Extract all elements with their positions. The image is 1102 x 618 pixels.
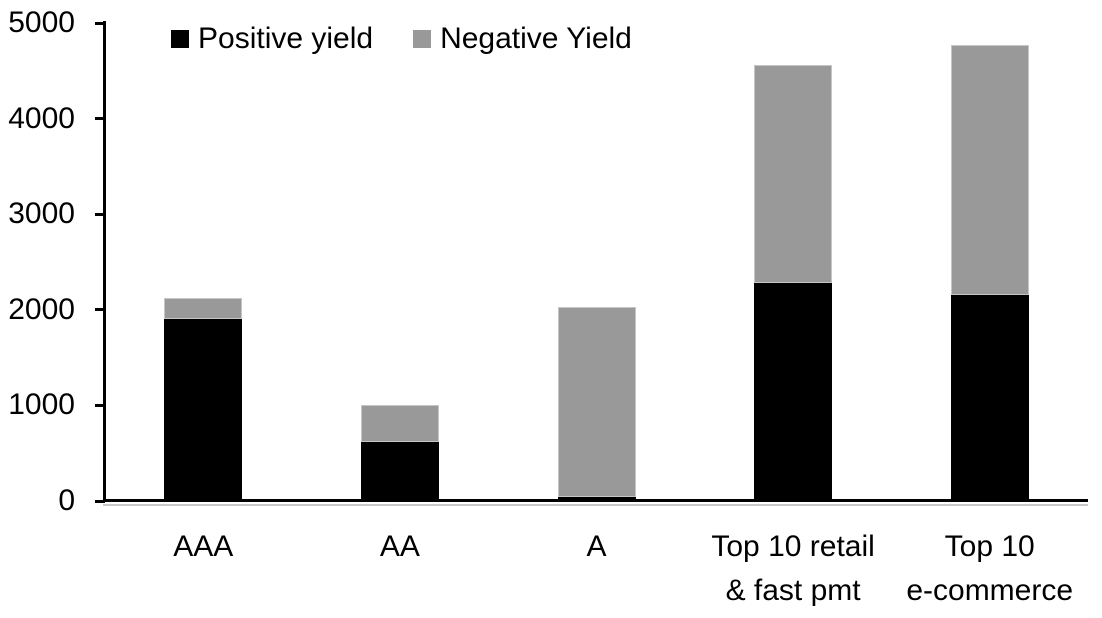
- y-axis-line: [103, 21, 106, 502]
- x-axis-category-label-line: & fast pmt: [725, 574, 861, 607]
- x-axis-line: [103, 499, 1088, 502]
- x-axis-category-label: AA: [302, 525, 499, 569]
- legend-label-positive-yield: Positive yield: [198, 22, 374, 55]
- x-axis-category-label: Top 10 retail & fast pmt: [695, 525, 892, 613]
- x-axis-category-label: A: [498, 525, 695, 569]
- y-axis-tick-label: 2000: [8, 292, 75, 326]
- y-axis-tick-mark: [95, 21, 105, 25]
- y-axis-tick-label: 4000: [8, 101, 75, 135]
- y-axis-tick-label: 0: [58, 484, 75, 517]
- bar-segment-positive-yield: [950, 295, 1029, 501]
- bar-segment-positive-yield: [754, 283, 833, 501]
- chart-legend: Positive yield Negative Yield: [171, 24, 632, 54]
- legend-item-negative-yield: Negative Yield: [413, 24, 632, 54]
- bar-segment-positive-yield: [360, 441, 439, 501]
- y-axis-tick-mark: [95, 212, 105, 216]
- bar-segment-negative-yield: [164, 298, 243, 320]
- y-axis-tick-label: 1000: [8, 388, 75, 422]
- x-axis-category-label-line: Top 10 retail: [711, 530, 875, 563]
- x-axis-shadow-line: [103, 504, 1088, 506]
- legend-label-negative-yield: Negative Yield: [440, 22, 632, 55]
- x-axis-category-label-line: AA: [379, 530, 420, 563]
- bar-segment-negative-yield: [557, 306, 636, 498]
- legend-item-positive-yield: Positive yield: [171, 24, 373, 54]
- bar-segment-negative-yield: [950, 44, 1029, 296]
- x-axis-category-label: AAA: [105, 525, 302, 569]
- x-axis-category-label-line: AAA: [173, 530, 234, 563]
- x-axis-category-label: Top 10 e-commerce: [891, 525, 1088, 613]
- bar-segment-negative-yield: [360, 405, 439, 442]
- legend-swatch-negative-yield-icon: [413, 30, 432, 48]
- bar-segment-positive-yield: [164, 319, 243, 501]
- legend-swatch-positive-yield-icon: [171, 30, 189, 48]
- x-axis-category-label-line: e-commerce: [906, 574, 1074, 607]
- y-axis-tick-mark: [95, 403, 105, 407]
- x-axis-category-label-line: Top 10: [944, 530, 1035, 563]
- y-axis-tick-mark: [95, 117, 105, 121]
- x-axis-category-label-line: A: [586, 530, 607, 563]
- y-axis-tick-label: 5000: [8, 6, 75, 39]
- y-axis-tick-mark: [95, 308, 105, 312]
- y-axis-tick-mark: [95, 499, 105, 503]
- bar-segment-negative-yield: [754, 65, 833, 284]
- y-axis-tick-label: 3000: [8, 197, 75, 231]
